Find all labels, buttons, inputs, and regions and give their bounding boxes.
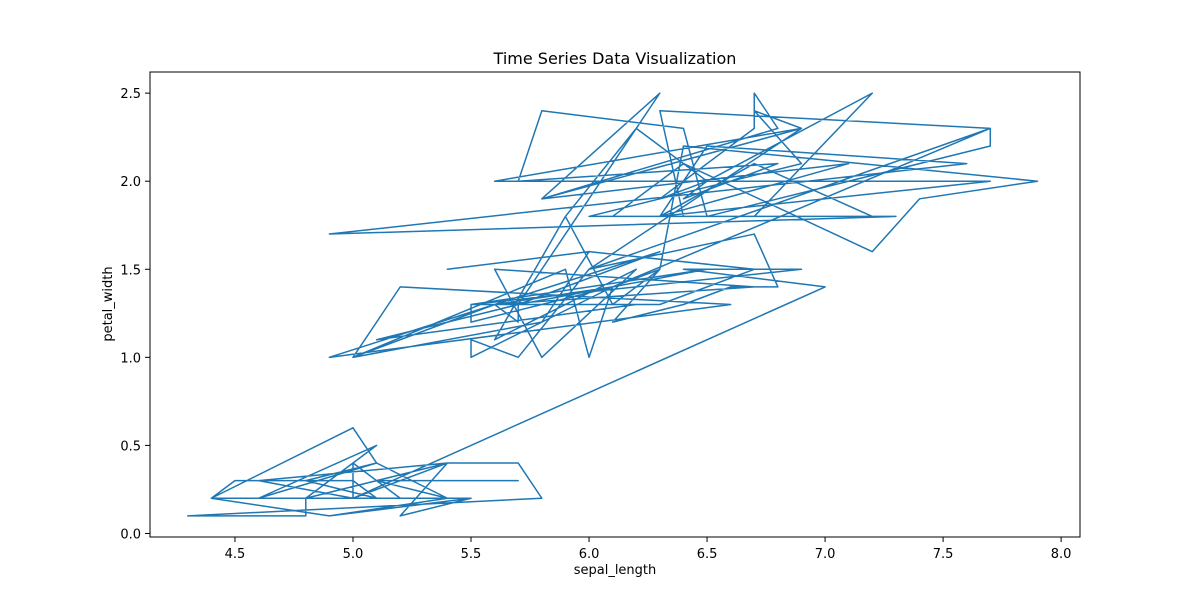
x-tick-label: 6.0 [579, 547, 600, 562]
x-axis: 4.5 5.0 5.5 6.0 6.5 7.0 7.5 8.0 [225, 537, 1072, 562]
x-tick-label: 5.0 [343, 547, 364, 562]
chart-title: Time Series Data Visualization [493, 49, 737, 68]
plot-area [187, 92, 1039, 517]
y-axis-label: petal_width [101, 266, 116, 341]
y-tick-label: 2.5 [120, 87, 141, 102]
x-tick-label: 6.5 [697, 547, 718, 562]
x-axis-label: sepal_length [574, 563, 657, 578]
x-tick-label: 5.5 [461, 547, 482, 562]
y-axis: 0.0 0.5 1.0 1.5 2.0 2.5 [120, 87, 150, 542]
y-tick-label: 1.5 [120, 263, 141, 278]
axes-frame [149, 71, 1081, 538]
x-tick-label: 7.0 [815, 547, 836, 562]
y-tick-label: 2.0 [120, 175, 141, 190]
series-line-0 [187, 92, 1039, 517]
y-tick-label: 0.0 [120, 527, 141, 542]
y-tick-label: 1.0 [120, 351, 141, 366]
x-tick-label: 4.5 [225, 547, 246, 562]
x-tick-label: 8.0 [1051, 547, 1072, 562]
y-tick-label: 0.5 [120, 439, 141, 454]
x-tick-label: 7.5 [933, 547, 954, 562]
